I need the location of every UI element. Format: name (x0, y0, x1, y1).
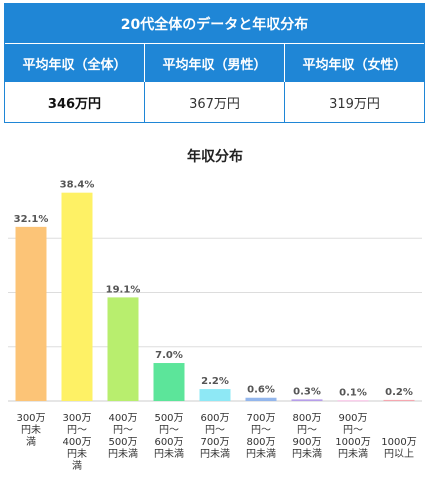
category-label-5: 600万円〜 700万円未満 (200, 413, 230, 460)
category-label-7: 800万円〜 900万円未満 (292, 413, 322, 460)
bar-value-label-5: 2.2% (201, 376, 229, 387)
header-female: 平均年収（女性） (302, 57, 407, 73)
summary-title: 20代全体のデータと年収分布 (5, 4, 424, 44)
bar-value-label-4: 7.0% (155, 350, 183, 361)
income-distribution-chart: 32.1% 300万円未満 38.4% 300万円〜 400万円未満 19.1% 400万円… (8, 180, 422, 472)
header-overall: 平均年収（全体） (5, 44, 145, 82)
bar-6 (245, 397, 277, 401)
summary-value-row: 346万円 367万円 319万円 (5, 82, 424, 122)
summary-header-row: 平均年収（全体） 平均年収（男性） 平均年収（女性） (5, 44, 424, 82)
bar-value-label-3: 19.1% (106, 284, 141, 295)
bar-2 (61, 192, 93, 401)
bar-value-label-6: 0.6% (247, 385, 275, 396)
category-label-1: 300万円未満 (16, 413, 45, 448)
bar-5 (199, 389, 231, 401)
bar-4 (153, 363, 185, 401)
bar-9 (383, 399, 415, 401)
value-female: 319万円 (329, 96, 380, 112)
bar-value-label-2: 38.4% (60, 180, 95, 191)
category-label-4: 500万円〜 600万円未満 (154, 413, 184, 460)
category-label-8: 900万円〜 1000万円未満 (335, 413, 370, 460)
value-male: 367万円 (145, 82, 285, 122)
bar-8 (337, 400, 369, 402)
value-overall: 346万円 (5, 82, 145, 122)
category-label-6: 700万円〜 800万円未満 (246, 413, 276, 460)
header-male: 平均年収（男性） (145, 44, 285, 82)
category-label-3: 400万円〜 500万円未満 (108, 413, 138, 460)
bar-value-label-8: 0.1% (339, 387, 367, 398)
bar-value-label-7: 0.3% (293, 386, 321, 397)
summary-table: 20代全体のデータと年収分布 平均年収（全体） 平均年収（男性） 平均年収（女性… (4, 3, 425, 123)
bar-3 (107, 297, 139, 401)
bar-value-label-1: 32.1% (14, 214, 49, 225)
category-label-2: 300万円〜 400万円未満 (62, 413, 91, 472)
bar-7 (291, 399, 323, 401)
category-label-9: 1000万円以上 (381, 437, 416, 460)
bar-value-label-9: 0.2% (385, 387, 413, 398)
chart-title: 年収分布 (187, 149, 243, 165)
bar-1 (15, 226, 47, 401)
